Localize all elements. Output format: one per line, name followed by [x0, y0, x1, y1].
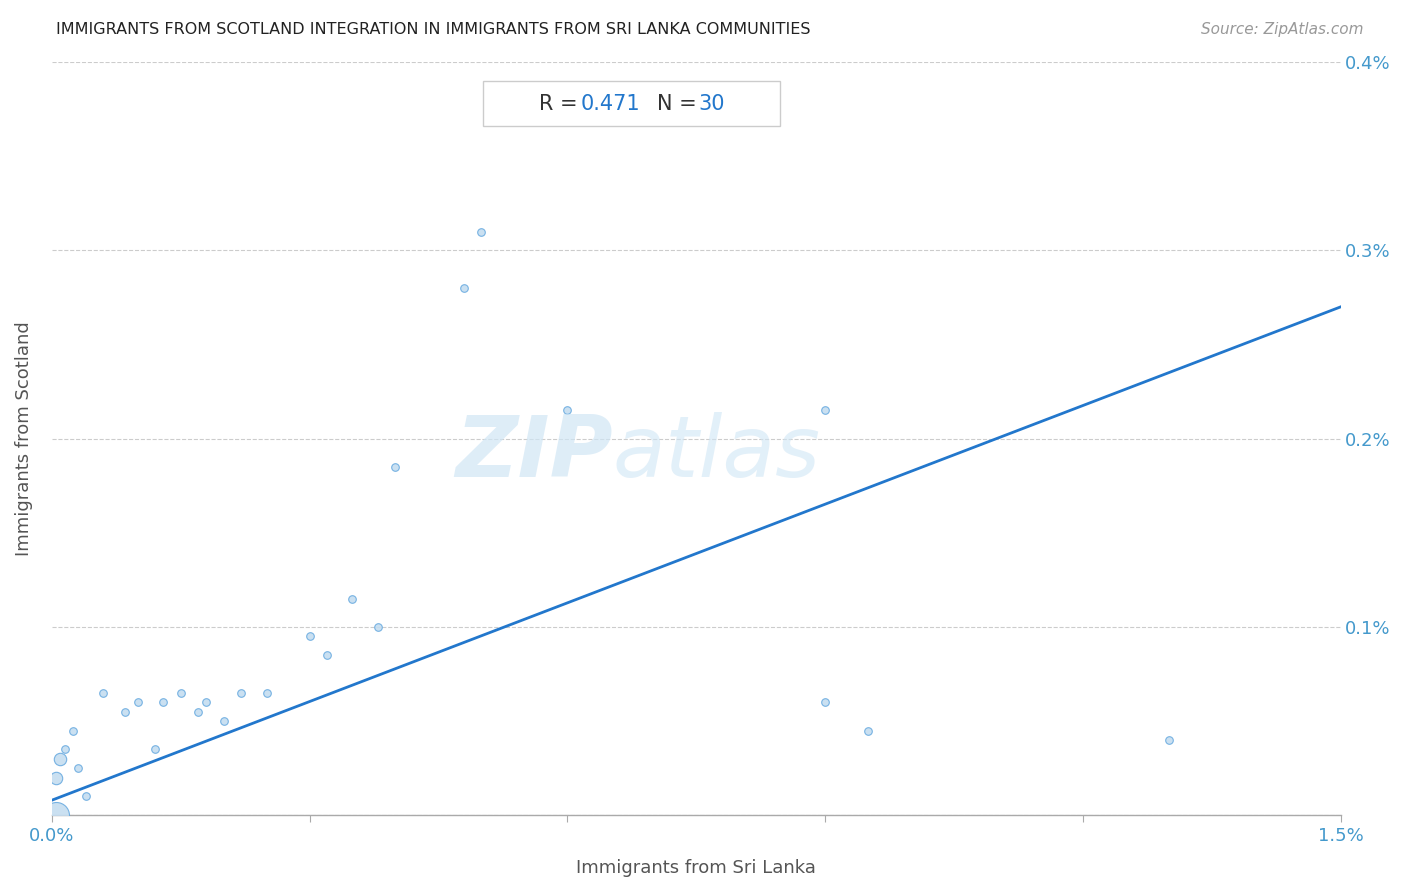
Text: N =: N =: [658, 94, 704, 113]
Point: [342, 591, 364, 606]
Text: R =: R =: [538, 94, 583, 113]
Point: [187, 705, 209, 719]
Point: [256, 686, 278, 700]
Point: [114, 705, 136, 719]
Text: 30: 30: [699, 94, 725, 113]
Point: [1157, 733, 1180, 747]
Point: [143, 742, 166, 756]
Point: [212, 714, 235, 728]
Point: [169, 686, 191, 700]
Point: [298, 629, 321, 643]
Point: [384, 460, 406, 475]
Point: [75, 789, 97, 804]
Point: [453, 281, 475, 295]
X-axis label: Immigrants from Sri Lanka: Immigrants from Sri Lanka: [576, 859, 815, 877]
Point: [45, 808, 67, 822]
Point: [856, 723, 879, 738]
Point: [152, 695, 174, 709]
Point: [45, 771, 67, 785]
Point: [229, 686, 252, 700]
Point: [53, 742, 76, 756]
Point: [195, 695, 218, 709]
Point: [367, 620, 389, 634]
Point: [470, 225, 492, 239]
Point: [315, 648, 337, 663]
Text: 0.471: 0.471: [581, 94, 640, 113]
Text: Source: ZipAtlas.com: Source: ZipAtlas.com: [1201, 22, 1364, 37]
FancyBboxPatch shape: [484, 81, 780, 126]
Point: [49, 752, 72, 766]
Text: atlas: atlas: [613, 412, 820, 495]
Point: [127, 695, 149, 709]
Y-axis label: Immigrants from Scotland: Immigrants from Scotland: [15, 321, 32, 556]
Text: ZIP: ZIP: [454, 412, 613, 495]
Point: [66, 761, 89, 775]
Point: [555, 403, 578, 417]
Point: [814, 695, 837, 709]
Point: [814, 403, 837, 417]
Point: [91, 686, 114, 700]
Text: IMMIGRANTS FROM SCOTLAND INTEGRATION IN IMMIGRANTS FROM SRI LANKA COMMUNITIES: IMMIGRANTS FROM SCOTLAND INTEGRATION IN …: [56, 22, 811, 37]
Point: [62, 723, 84, 738]
